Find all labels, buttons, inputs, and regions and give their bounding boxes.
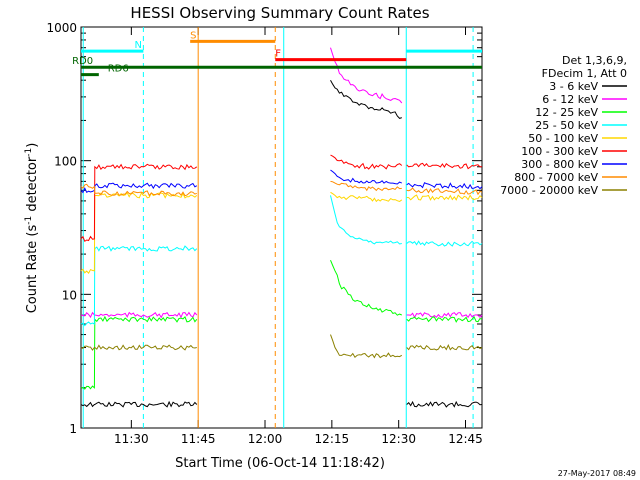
legend-entry-label: 12 - 25 keV bbox=[535, 106, 598, 119]
y-tick-label: 1000 bbox=[46, 21, 77, 35]
x-tick-label: 12:00 bbox=[248, 432, 283, 446]
legend-entry-label: 7000 - 20000 keV bbox=[500, 184, 598, 197]
y-label-part-1: Count Rate (s bbox=[25, 225, 40, 314]
series-line bbox=[80, 191, 483, 274]
flag-label: S bbox=[190, 30, 196, 41]
x-tick-label: 11:30 bbox=[114, 432, 149, 446]
x-tick-label: 12:15 bbox=[315, 432, 350, 446]
legend-entry-label: 800 - 7000 keV bbox=[514, 171, 598, 184]
y-label-part-2: detector bbox=[25, 156, 40, 216]
legend-entry-label: 50 - 100 keV bbox=[528, 132, 598, 145]
y-tick-label: 1 bbox=[69, 422, 77, 436]
series-line bbox=[80, 47, 483, 319]
y-tick-label: 100 bbox=[54, 155, 77, 169]
legend-entry-label: 3 - 6 keV bbox=[549, 80, 598, 93]
series-line bbox=[80, 79, 483, 408]
x-tick-label: 11:45 bbox=[181, 432, 216, 446]
legend-entry-label: 6 - 12 keV bbox=[542, 93, 598, 106]
series-line bbox=[80, 180, 483, 197]
legend-entry-label: 100 - 300 keV bbox=[521, 145, 598, 158]
legend-entry-label: 25 - 50 keV bbox=[535, 119, 598, 132]
chart-title: HESSI Observing Summary Count Rates bbox=[130, 4, 429, 22]
series-line bbox=[80, 154, 482, 243]
y-label-part-3: ) bbox=[25, 143, 40, 148]
series-line bbox=[80, 334, 483, 359]
series-line bbox=[80, 195, 483, 327]
series-line bbox=[80, 169, 483, 194]
y-label-exp-1: -1 bbox=[24, 216, 34, 225]
footer-timestamp: 27-May-2017 08:49 bbox=[558, 469, 636, 478]
flag-label: RD6 bbox=[108, 64, 129, 75]
legend-entry-label: 300 - 800 keV bbox=[521, 158, 598, 171]
legend-header: FDecim 1, Att 0 bbox=[542, 67, 627, 80]
plot-frame bbox=[80, 26, 483, 429]
x-tick-label: 12:30 bbox=[381, 432, 416, 446]
x-axis-label: Start Time (06-Oct-14 11:18:42) bbox=[175, 456, 385, 471]
x-tick-label: 12:45 bbox=[448, 432, 483, 446]
y-axis-label: Count Rate (s-1 detector-1) bbox=[24, 143, 40, 314]
flag-label: RD0 bbox=[72, 56, 93, 67]
flag-label: F bbox=[275, 49, 281, 60]
y-label-exp-2: -1 bbox=[24, 148, 34, 157]
flag-label: N bbox=[134, 40, 141, 51]
y-tick-label: 10 bbox=[62, 288, 77, 302]
plot-area: 11:30 11:45 12:00 12:15 12:30 12:45 1 10 100 1000… bbox=[46, 21, 482, 446]
series-line bbox=[80, 260, 483, 390]
legend-header: Det 1,3,6,9, bbox=[562, 54, 627, 67]
